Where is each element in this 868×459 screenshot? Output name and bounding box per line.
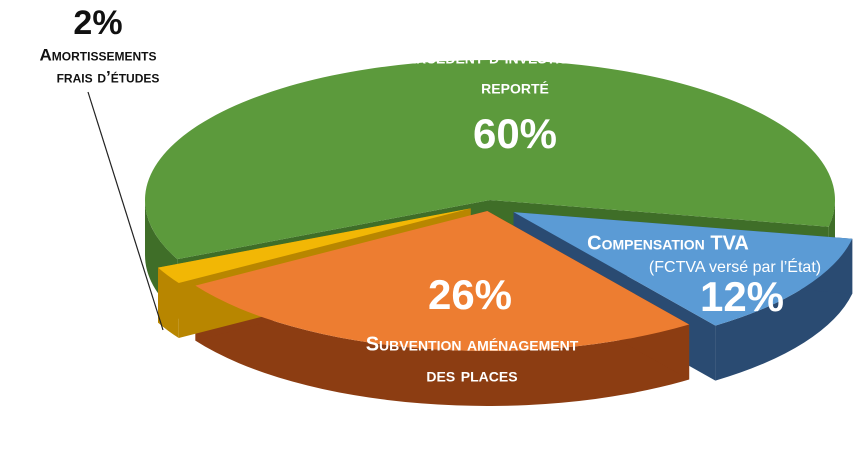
value-label: 60% — [473, 110, 557, 157]
slice-label: reporté — [481, 76, 549, 98]
value-label: 26% — [428, 271, 512, 318]
slice — [145, 60, 835, 260]
slice-label: des places — [426, 364, 517, 386]
slice-side — [715, 238, 853, 381]
slice-tops — [145, 60, 853, 351]
slice-label: Excédent d’investissement — [403, 46, 627, 68]
value-label: 12% — [700, 273, 784, 320]
slice — [158, 208, 471, 284]
slice-label: Subvention aménagement — [366, 333, 579, 355]
slice-label: (FCTVA versé par l’État) — [649, 257, 821, 276]
slice — [195, 210, 690, 351]
slice-label: frais d’études — [57, 67, 160, 86]
value-label: 2% — [73, 4, 122, 42]
leader-line — [87, 91, 164, 331]
slice-label: Amortissements — [40, 45, 157, 64]
slice-side — [195, 285, 690, 406]
slice — [513, 212, 853, 326]
slice-label: Compensation TVA — [587, 232, 749, 254]
